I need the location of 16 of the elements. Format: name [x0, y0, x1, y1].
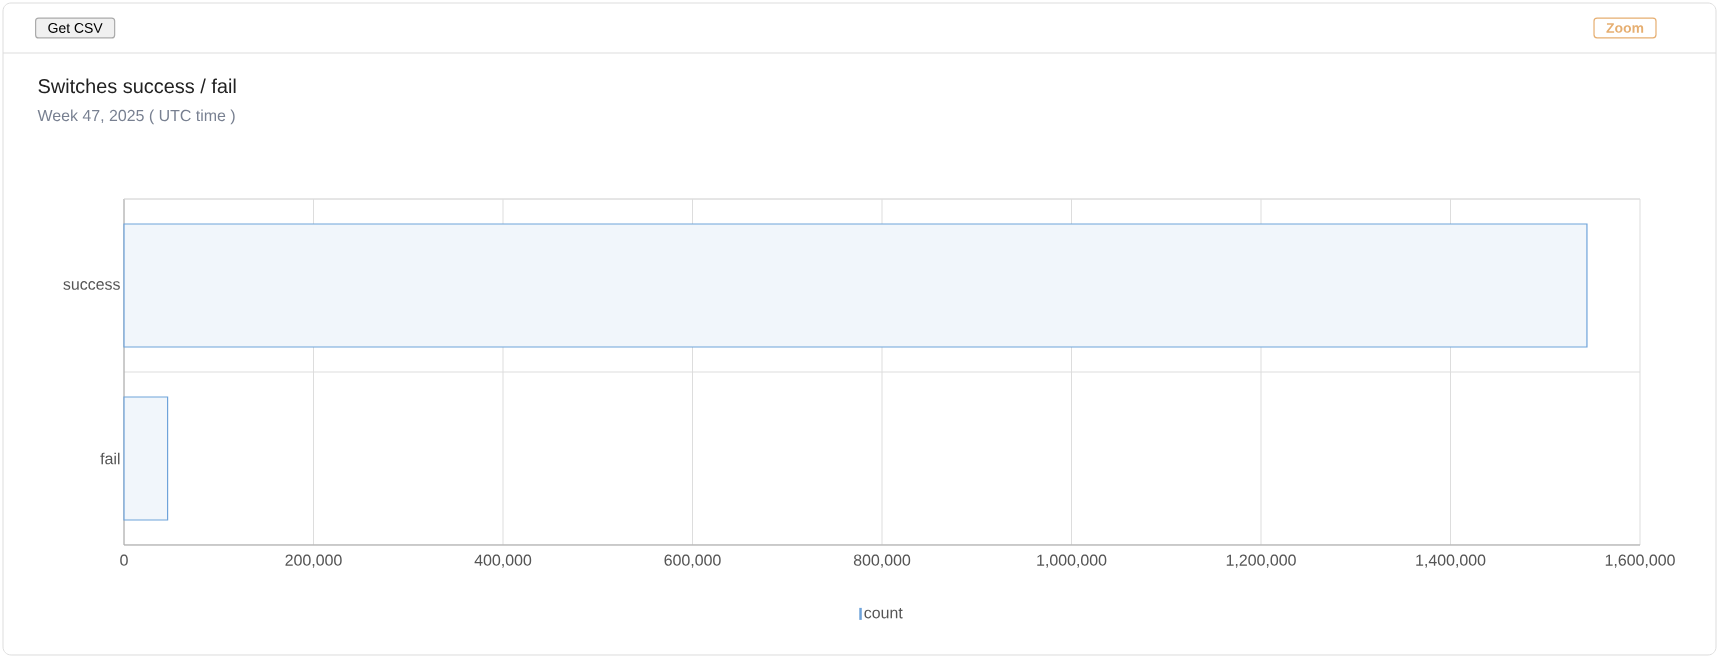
x-tick-label: 200,000: [285, 554, 342, 568]
x-tick-label: 1,600,000: [1605, 554, 1675, 568]
x-tick-label: 1,000,000: [1037, 554, 1107, 568]
x-tick-label: 800,000: [853, 554, 911, 568]
chart-subtitle: Week 47, 2025 ( UTC time ): [37, 109, 235, 125]
x-tick-label: 1,400,000: [1416, 554, 1486, 568]
x-tick-label: 600,000: [664, 554, 721, 568]
chart-title: Switches success / fail: [38, 78, 236, 94]
y-tick-label: fail: [100, 452, 120, 465]
y-tick-label: success: [63, 281, 120, 290]
x-tick-label: 0: [120, 554, 128, 566]
text: Get CSV: [48, 23, 103, 33]
x-tick-label: 400,000: [474, 554, 532, 568]
legend-label: count: [864, 608, 903, 619]
text: Zoom: [1606, 23, 1644, 33]
x-tick-label: 1,200,000: [1226, 554, 1296, 568]
